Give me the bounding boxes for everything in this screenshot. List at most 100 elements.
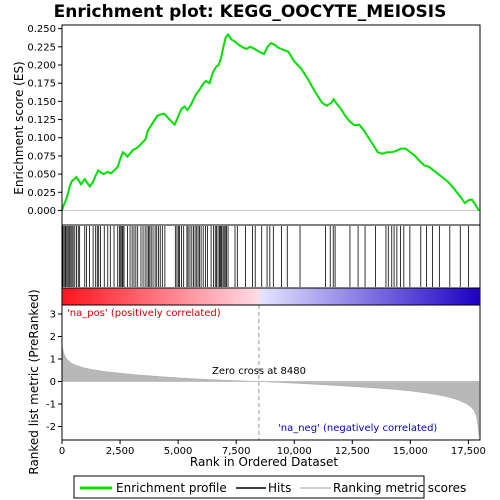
colorbar-cell <box>291 288 296 305</box>
hits-panel <box>61 224 481 289</box>
colorbar-cell <box>398 288 404 305</box>
colorbar-cell <box>270 288 275 305</box>
colorbar-cell <box>329 288 334 305</box>
colorbar-cell <box>298 288 303 305</box>
colorbar-cell <box>305 288 310 305</box>
colorbar-cell <box>416 288 421 305</box>
colorbar-cell <box>225 288 230 305</box>
colorbar-cell <box>235 288 240 305</box>
es-y-axis-label: Enrichment score (ES) <box>12 61 26 194</box>
colorbar-cell <box>75 288 80 305</box>
chart-title: Enrichment plot: KEGG_OOCYTE_MEIOSIS <box>54 2 447 22</box>
es-panel: 0.000 0.025 0.050 0.075 0.100 0.125 0.150 0.175… <box>27 24 481 226</box>
colorbar-cell <box>468 288 473 305</box>
legend-metric-label: Ranking metric scores <box>333 481 466 495</box>
colorbar-cell <box>128 288 133 305</box>
colorbar-cell <box>256 288 261 305</box>
colorbar-cell <box>423 288 428 305</box>
colorbar-cell <box>155 288 160 305</box>
colorbar-cell <box>322 288 327 305</box>
na-neg-annotation: 'na_neg' (negatively correlated) <box>278 423 437 434</box>
metric-y-tick-label: 3 <box>50 310 56 321</box>
colorbar-cell <box>89 288 94 305</box>
colorbar-cell <box>367 288 372 305</box>
colorbar-cell <box>419 288 424 305</box>
colorbar-cell <box>246 288 251 305</box>
colorbar-cell <box>353 288 358 305</box>
colorbar-cell <box>176 288 181 305</box>
colorbar-cell <box>440 288 445 305</box>
colorbar-cell <box>461 288 466 305</box>
colorbar-cell <box>249 288 254 305</box>
colorbar-cell <box>194 288 199 305</box>
colorbar-cell <box>336 288 341 305</box>
colorbar-cell <box>173 288 178 305</box>
colorbar-cell <box>232 288 237 305</box>
colorbar-cell <box>294 288 299 305</box>
colorbar-cell <box>451 288 456 305</box>
colorbar-cell <box>315 288 320 305</box>
x-tick-label: 10,000 <box>277 446 312 457</box>
colorbar-cell <box>169 288 174 305</box>
colorbar-cell <box>308 288 313 305</box>
colorbar-cell <box>332 288 338 305</box>
x-tick-label: 2,500 <box>106 446 135 457</box>
ranking-metric-area <box>61 342 480 436</box>
colorbar-cell <box>405 288 410 305</box>
colorbar-cell <box>159 288 164 305</box>
colorbar-cell <box>433 288 438 305</box>
colorbar-cell <box>378 288 383 305</box>
metric-y-axis-label: Ranked list metric (PreRanked) <box>27 289 41 474</box>
colorbar-cell <box>197 288 202 305</box>
metric-y-tick-label: 2 <box>50 332 56 343</box>
hits-frame <box>61 224 481 289</box>
metric-frame <box>61 304 481 441</box>
es-y-tick-label: 0.050 <box>27 170 56 181</box>
zero-cross-annotation: Zero cross at 8480 <box>212 366 306 377</box>
colorbar-cell <box>200 288 206 305</box>
colorbar-cell <box>221 288 226 305</box>
x-tick-label: 0 <box>59 446 65 457</box>
colorbar-cell <box>287 288 292 305</box>
colorbar-cell <box>187 288 192 305</box>
colorbar-cell <box>266 288 272 305</box>
colorbar-cell <box>444 288 449 305</box>
colorbar-cell <box>364 288 369 305</box>
colorbar-cell <box>273 288 278 305</box>
colorbar-cell <box>138 288 143 305</box>
colorbar-cell <box>107 288 112 305</box>
colorbar-cell <box>117 288 122 305</box>
x-axis-label: Rank in Ordered Dataset <box>190 455 338 469</box>
colorbar-cell <box>228 288 233 305</box>
colorbar-cell <box>447 288 452 305</box>
colorbar-cell <box>180 288 185 305</box>
colorbar-cell <box>412 288 417 305</box>
x-tick-label: 12,500 <box>335 446 370 457</box>
colorbar-cell <box>326 288 331 305</box>
legend-hits-label: Hits <box>268 481 291 495</box>
colorbar-cell <box>357 288 362 305</box>
colorbar-cell <box>284 288 289 305</box>
colorbar-cell <box>183 288 188 305</box>
colorbar-cell <box>475 288 480 305</box>
es-y-tick-label: 0.175 <box>27 79 56 90</box>
x-tick-label: 7,500 <box>222 446 251 457</box>
es-y-tick-label: 0.125 <box>27 115 56 126</box>
colorbar-cell <box>426 288 431 305</box>
enrichment-profile-line <box>61 32 480 211</box>
colorbar-cell <box>319 288 324 305</box>
colorbar-cell <box>134 288 140 305</box>
colorbar-cell <box>166 288 171 305</box>
colorbar-cell <box>374 288 379 305</box>
colorbar-cell <box>242 288 247 305</box>
colorbar-cell <box>339 288 344 305</box>
na-pos-annotation: 'na_pos' (positively correlated) <box>67 308 221 319</box>
colorbar-cell <box>360 288 365 305</box>
x-tick-label: 5,000 <box>164 446 193 457</box>
es-y-tick-label: 0.150 <box>27 97 56 108</box>
colorbar-cell <box>79 288 84 305</box>
colorbar-cell <box>82 288 87 305</box>
es-y-tick-label: 0.225 <box>27 42 56 53</box>
colorbar-cell <box>72 288 77 305</box>
